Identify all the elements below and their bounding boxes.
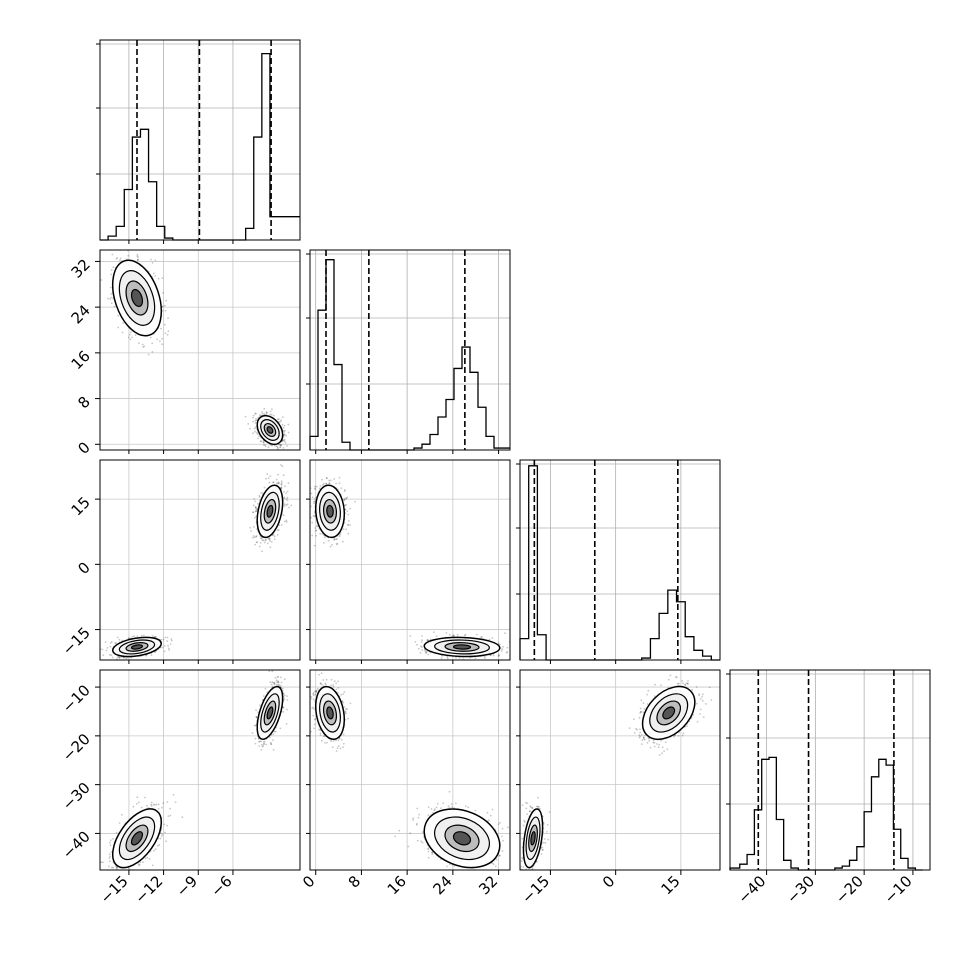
density-contour: [266, 504, 274, 518]
scatter-panel-3-2: [309, 459, 511, 661]
y-tick-label: 16: [68, 347, 94, 373]
x-tick-label: −10: [881, 872, 916, 907]
x-axis-1: −15 −12 −9 −6: [97, 240, 236, 907]
y-tick-label: 15: [68, 493, 94, 519]
panel-frame: [99, 39, 301, 241]
panel-frame: [99, 669, 301, 871]
x-tick-label: −30: [783, 872, 818, 907]
histogram-panel-2: [306, 249, 511, 451]
density-contour: [452, 644, 472, 650]
x-tick-label: 24: [429, 872, 455, 898]
density-contour: [326, 706, 334, 720]
panel-frame: [309, 459, 511, 661]
x-tick-label: 15: [657, 872, 683, 898]
scatter-panel-4-3: [519, 669, 721, 871]
scatter-content: [100, 464, 293, 660]
histogram-panel-1: [96, 39, 301, 241]
y-tick-label: 32: [68, 256, 94, 282]
x-tick-label: 8: [345, 872, 364, 891]
x-tick-label: −40: [734, 872, 769, 907]
y-tick-label: −20: [59, 730, 94, 765]
x-tick-label: 32: [475, 872, 501, 898]
panel-frame: [519, 459, 721, 661]
x-tick-label: −12: [131, 872, 166, 907]
y-tick-label: −40: [59, 828, 94, 863]
scatter-panel-3-1: [99, 459, 301, 661]
y-tick-label: 24: [68, 301, 94, 327]
x-tick-label: 0: [299, 872, 318, 891]
histogram-panel-3: [516, 459, 721, 661]
y-tick-label: −15: [59, 624, 94, 659]
histogram-panel-4: [726, 669, 931, 871]
y-tick-label: 8: [74, 393, 93, 412]
density-contour: [452, 831, 472, 846]
density-contour: [662, 706, 676, 720]
density-contour: [326, 504, 334, 518]
x-tick-label: −9: [173, 872, 201, 900]
x-tick-label: −15: [97, 872, 132, 907]
y-tick-label: −30: [59, 779, 94, 814]
panel-frame: [99, 459, 301, 661]
scatter-panel-2-1: [99, 249, 301, 451]
x-axis-4: −40 −30 −20 −10: [734, 870, 916, 907]
histogram-step: [309, 259, 510, 451]
scatter-panel-4-2: [309, 669, 511, 871]
x-tick-label: −6: [207, 872, 235, 900]
density-contour: [266, 426, 274, 434]
x-tick-label: 16: [384, 872, 410, 898]
panel-frame: [309, 249, 511, 451]
y-tick-label: 0: [74, 558, 93, 577]
x-tick-label: −15: [518, 872, 553, 907]
y-tick-label: 0: [74, 438, 93, 457]
density-contour: [130, 288, 144, 308]
panel-frame: [519, 669, 721, 871]
scatter-content: [100, 670, 289, 870]
scatter-content: [310, 672, 509, 870]
x-tick-label: 0: [599, 872, 618, 891]
scatter-panel-4-1: [99, 669, 301, 871]
scatter-content: [310, 476, 510, 660]
y-tick-label: −10: [59, 681, 94, 716]
density-contour: [266, 706, 274, 720]
scatter-content: [520, 674, 713, 870]
density-contour: [130, 831, 144, 846]
y-axis-2: 0 8 16 24 32: [68, 256, 100, 458]
x-tick-label: −20: [832, 872, 867, 907]
panel-frame: [729, 669, 931, 871]
panel-frame: [309, 669, 511, 871]
density-contour: [130, 644, 144, 650]
panel-frame: [99, 249, 301, 451]
density-contour: [530, 831, 536, 846]
histogram-step: [519, 465, 720, 661]
scatter-content: [100, 250, 293, 450]
